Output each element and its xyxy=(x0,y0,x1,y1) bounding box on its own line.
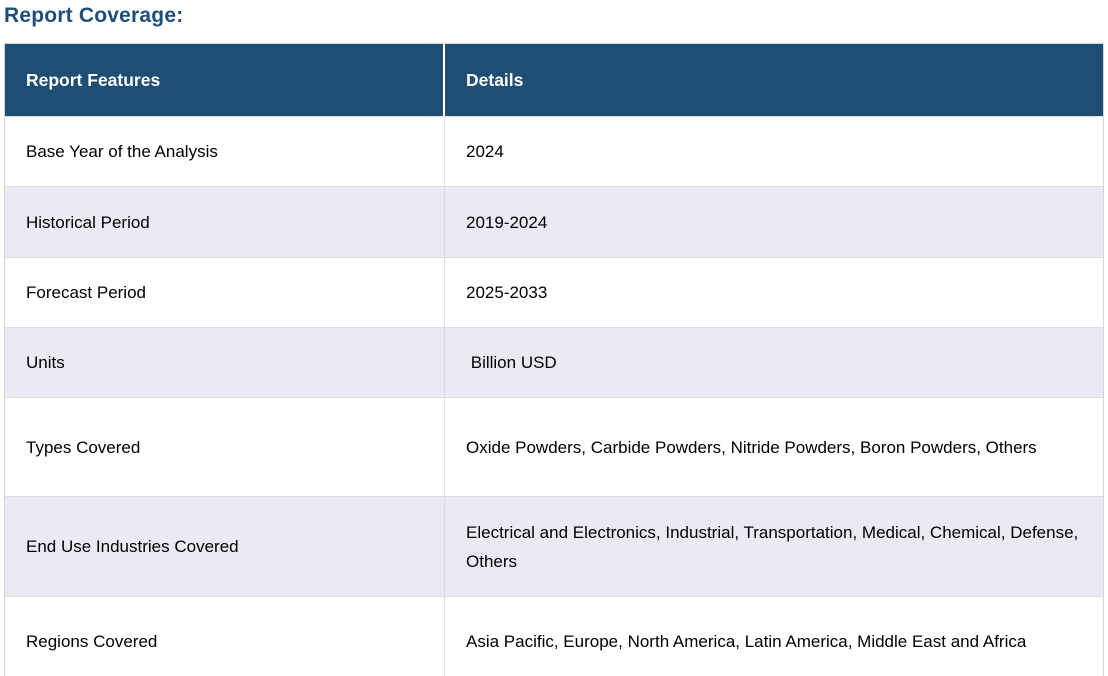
feature-cell: Historical Period xyxy=(5,187,445,257)
page-title: Report Coverage: xyxy=(4,4,184,27)
header-details: Details xyxy=(466,69,524,90)
detail-cell: Billion USD xyxy=(466,353,557,372)
detail-cell: 2025-2033 xyxy=(466,283,548,302)
report-coverage-table: Report Features Details Base Year of the… xyxy=(4,43,1104,676)
detail-cell: Asia Pacific, Europe, North America, Lat… xyxy=(466,632,1027,651)
header-report-features: Report Features xyxy=(5,44,445,116)
detail-cell: 2019-2024 xyxy=(466,212,548,232)
table-header-row: Report Features Details xyxy=(5,44,1103,116)
feature-cell: End Use Industries Covered xyxy=(5,497,445,596)
table-row: End Use Industries Covered Electrical an… xyxy=(5,496,1103,596)
table-row: Regions Covered Asia Pacific, Europe, No… xyxy=(5,596,1103,676)
table-row: Historical Period 2019-2024 xyxy=(5,186,1103,257)
feature-cell: Forecast Period xyxy=(5,258,445,327)
feature-cell: Types Covered xyxy=(5,398,445,496)
table-row: Forecast Period 2025-2033 xyxy=(5,257,1103,327)
table-row: Units Billion USD xyxy=(5,327,1103,397)
detail-cell: Oxide Powders, Carbide Powders, Nitride … xyxy=(466,437,1037,457)
feature-cell: Base Year of the Analysis xyxy=(5,117,445,186)
detail-cell: 2024 xyxy=(466,142,504,161)
table-row: Base Year of the Analysis 2024 xyxy=(5,116,1103,186)
feature-cell: Regions Covered xyxy=(5,597,445,676)
feature-cell: Units xyxy=(5,328,445,397)
table-row: Types Covered Oxide Powders, Carbide Pow… xyxy=(5,397,1103,496)
detail-cell: Electrical and Electronics, Industrial, … xyxy=(466,522,1084,571)
